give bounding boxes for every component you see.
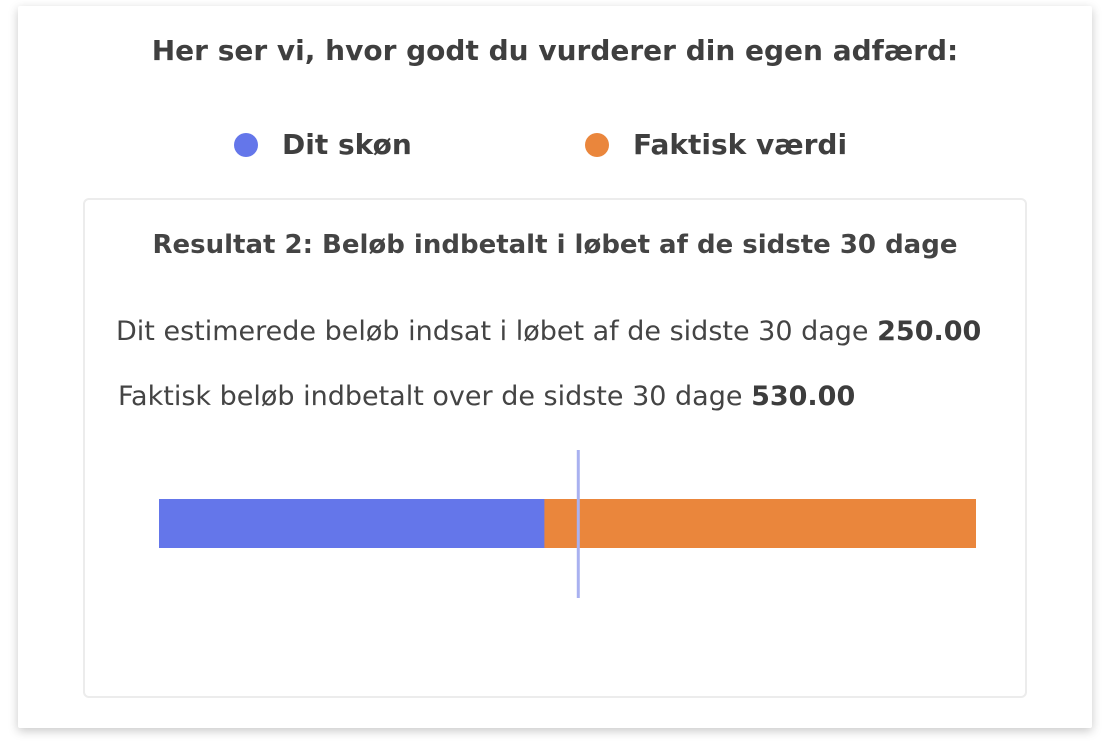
estimate-label: Dit estimerede beløb indsat i løbet af d… [116, 316, 869, 347]
result-panel: Resultat 2: Beløb indbetalt i løbet af d… [83, 198, 1027, 698]
legend-dot-actual [585, 132, 609, 157]
page-heading: Her ser vi, hvor godt du vurderer din eg… [151, 34, 959, 67]
legend-label-actual: Faktisk værdi [633, 128, 848, 161]
actual-value: 530.00 [751, 381, 856, 412]
estimate-row: Dit estimerede beløb indsat i løbet af d… [116, 316, 981, 347]
estimate-value: 250.00 [877, 316, 982, 347]
bar-estimate [159, 499, 545, 548]
panel-title: Resultat 2: Beløb indbetalt i løbet af d… [152, 230, 958, 260]
actual-row: Faktisk beløb indbetalt over de sidste 3… [118, 381, 855, 412]
legend-item-estimate: Dit skøn [234, 128, 412, 161]
chart-legend: Dit skøn Faktisk værdi [0, 128, 1110, 168]
comparison-bar-chart [159, 450, 976, 598]
legend-dot-estimate [234, 132, 258, 157]
actual-label: Faktisk beløb indbetalt over de sidste 3… [118, 381, 743, 412]
legend-label-estimate: Dit skøn [282, 128, 412, 161]
legend-item-actual: Faktisk værdi [585, 128, 847, 161]
